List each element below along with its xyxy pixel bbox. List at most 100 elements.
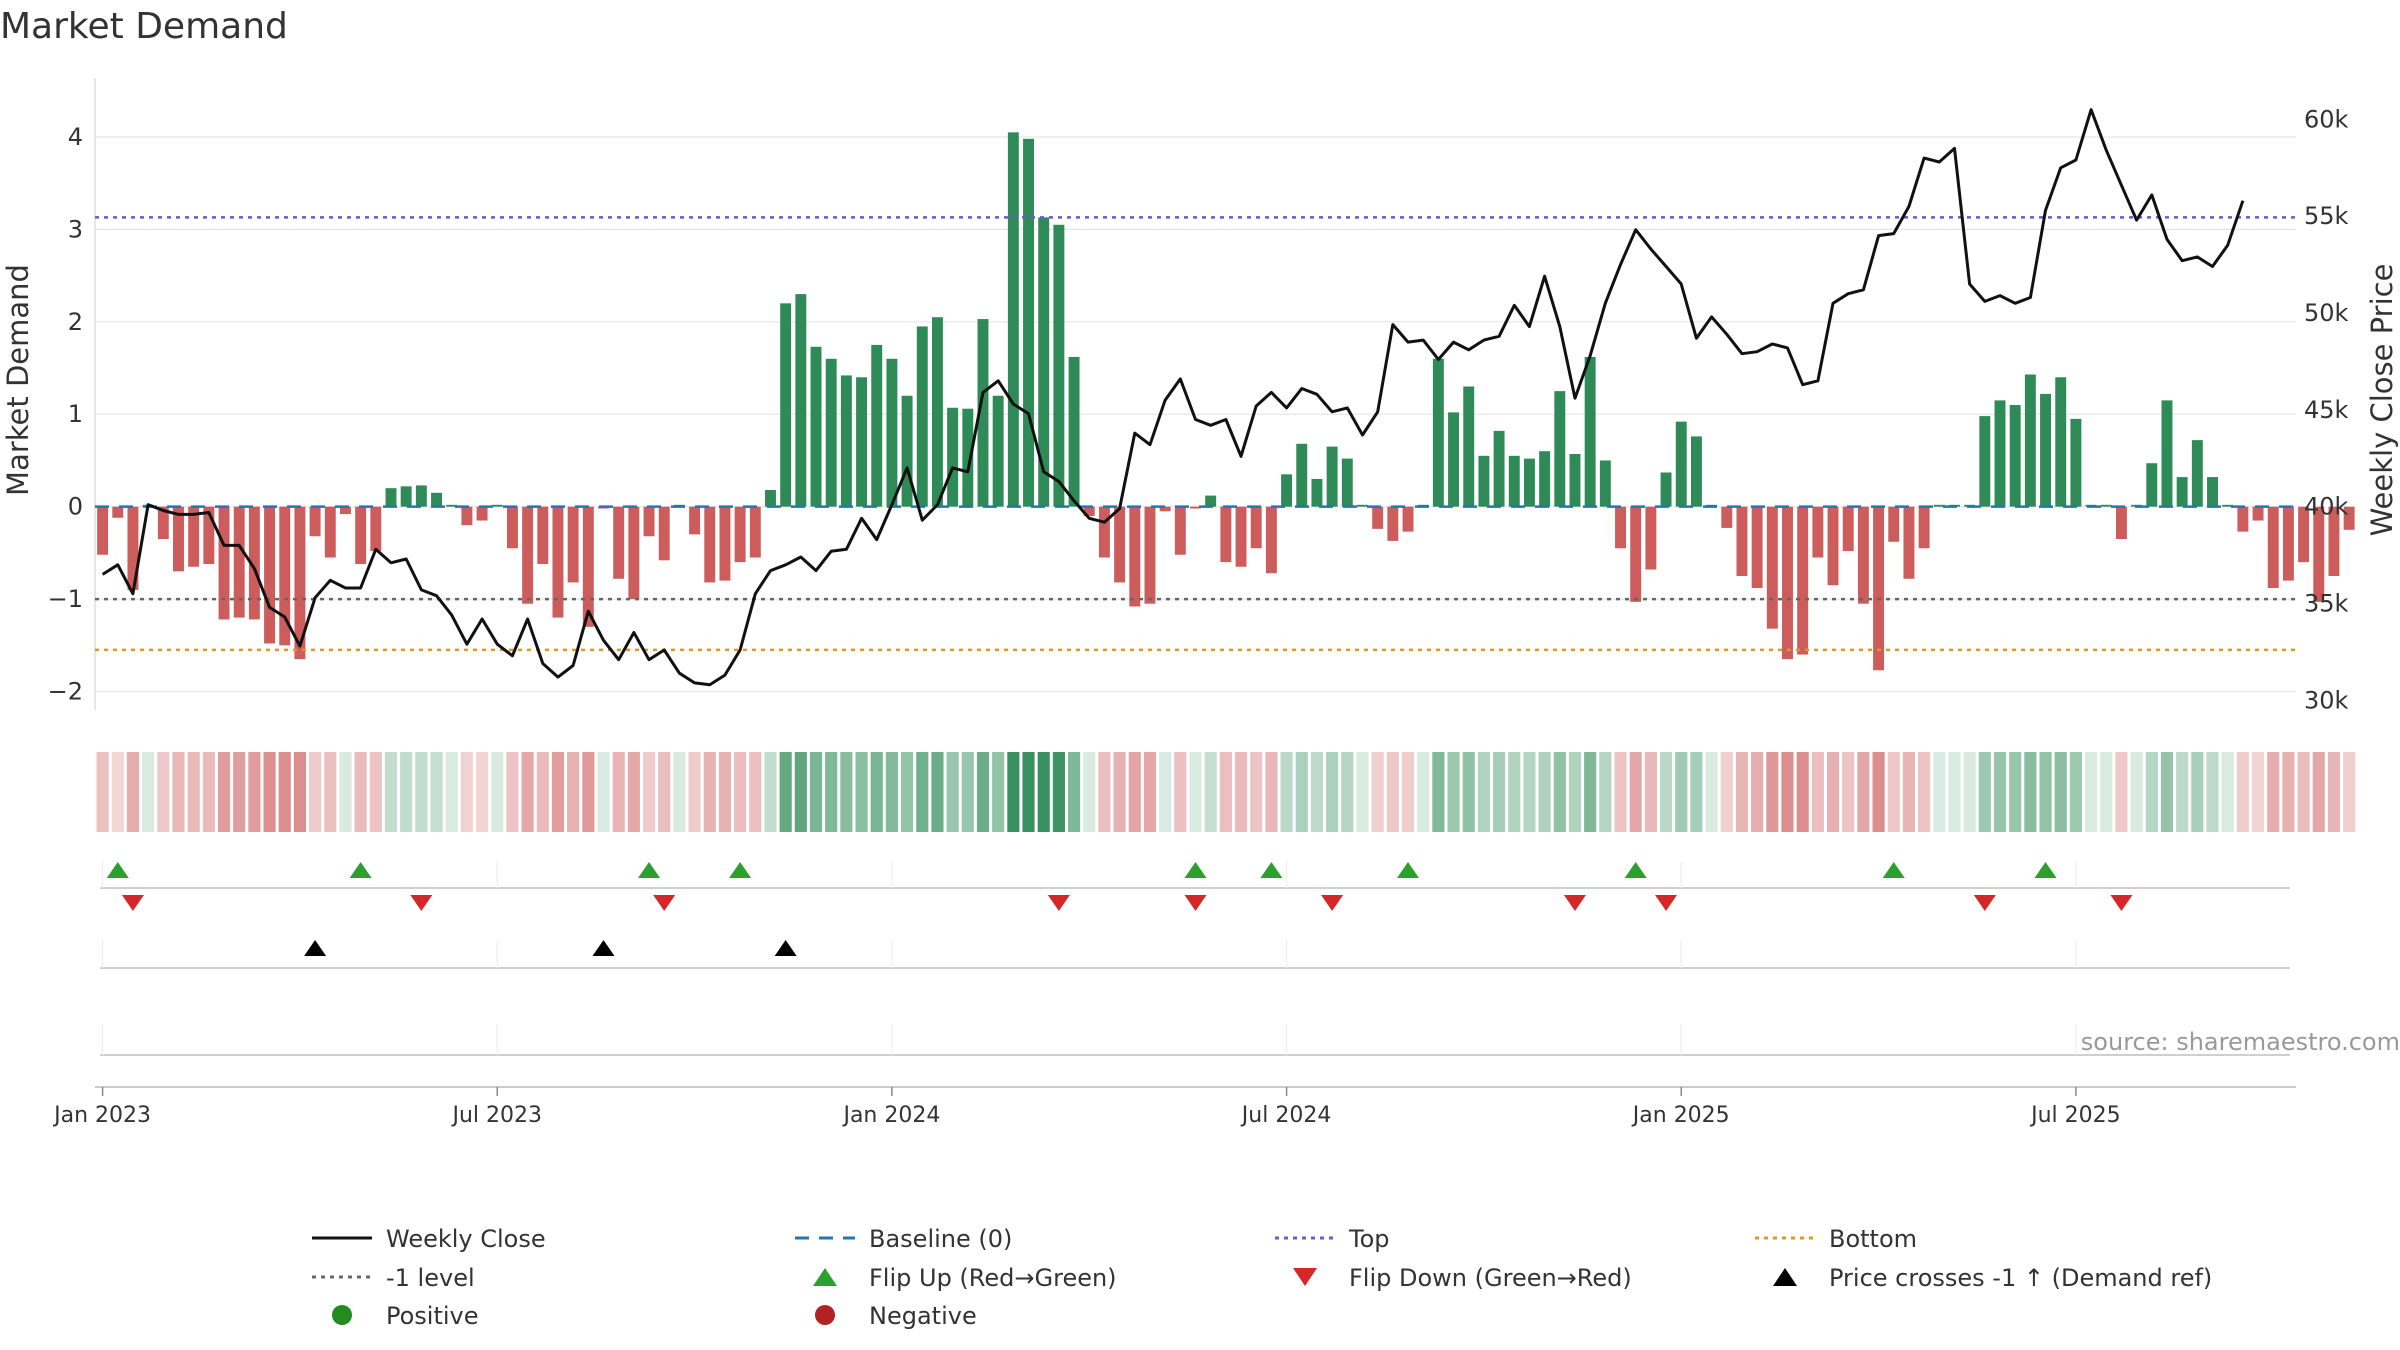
demand-bar bbox=[1341, 458, 1353, 507]
demand-bar bbox=[1129, 506, 1141, 607]
demand-bar bbox=[2328, 506, 2340, 576]
heat-cell bbox=[491, 752, 504, 832]
heat-cell bbox=[2024, 752, 2037, 832]
demand-bar bbox=[461, 506, 473, 526]
heat-cell bbox=[1902, 752, 1915, 832]
heat-cell bbox=[339, 752, 352, 832]
heat-cell bbox=[2085, 752, 2098, 832]
flip-up-marker bbox=[349, 862, 372, 878]
demand-bar bbox=[825, 358, 837, 507]
demand-bar bbox=[537, 506, 549, 564]
demand-bar bbox=[1448, 412, 1460, 507]
demand-bar bbox=[567, 506, 579, 583]
heat-cell bbox=[612, 752, 625, 832]
demand-bar bbox=[1736, 506, 1748, 576]
heat-cell bbox=[976, 752, 990, 832]
heat-cell bbox=[2191, 752, 2204, 832]
demand-bar bbox=[582, 506, 594, 627]
x-axis: Jan 2023 Jul 2023 Jan 2024 Jul 2024 Jan 2025… bbox=[52, 1086, 2296, 1128]
heat-cell bbox=[825, 752, 838, 832]
demand-bar bbox=[218, 506, 230, 620]
legend-swatch bbox=[813, 1268, 837, 1286]
demand-bar bbox=[1402, 506, 1414, 532]
heat-cell bbox=[2054, 752, 2067, 832]
heat-cell bbox=[885, 752, 898, 832]
legend-label: Negative bbox=[869, 1302, 977, 1330]
demand-bar bbox=[2191, 440, 2203, 507]
demand-bar bbox=[1523, 458, 1535, 507]
demand-bar bbox=[1463, 386, 1475, 507]
demand-bar bbox=[1690, 436, 1702, 507]
demand-bar bbox=[916, 326, 928, 507]
heat-cell bbox=[217, 752, 231, 832]
y2-tick-label: 35k bbox=[2304, 589, 2349, 617]
heat-cell bbox=[1143, 752, 1157, 832]
demand-bar bbox=[1599, 460, 1611, 507]
demand-bar bbox=[1888, 506, 1900, 542]
demand-bar bbox=[2237, 506, 2249, 532]
demand-bar bbox=[2055, 377, 2067, 507]
demand-bar bbox=[2343, 506, 2355, 530]
heat-cell bbox=[1037, 752, 1050, 832]
flip-down-marker bbox=[653, 895, 676, 911]
demand-bar bbox=[1660, 472, 1672, 507]
chart-title: Market Demand bbox=[0, 6, 288, 47]
heat-cell bbox=[1189, 752, 1202, 832]
demand-bar bbox=[795, 294, 807, 507]
heat-cell bbox=[278, 752, 291, 832]
demand-bar bbox=[992, 395, 1004, 507]
demand-bar bbox=[188, 506, 200, 567]
demand-bar bbox=[1630, 506, 1642, 602]
demand-bar bbox=[1053, 224, 1065, 507]
demand-bar bbox=[1797, 506, 1809, 655]
demand-bar bbox=[173, 506, 184, 572]
heat-cell bbox=[1067, 752, 1081, 832]
demand-bar bbox=[248, 506, 260, 620]
heat-cell bbox=[2069, 752, 2082, 832]
heat-cell bbox=[1432, 752, 1445, 832]
y2-tick-label: 40k bbox=[2304, 493, 2349, 521]
demand-bar bbox=[977, 319, 989, 507]
flip-down-marker bbox=[410, 895, 433, 911]
flip-up-marker bbox=[2034, 862, 2057, 878]
demand-bar bbox=[1265, 506, 1277, 574]
heat-cell bbox=[779, 752, 792, 832]
y-tick-label: 4 bbox=[68, 123, 83, 151]
heat-cell bbox=[2160, 752, 2174, 832]
demand-bar bbox=[1721, 506, 1733, 528]
heat-cell bbox=[870, 752, 883, 832]
heat-cell bbox=[263, 752, 276, 832]
demand-bar bbox=[294, 506, 306, 660]
demand-bar bbox=[203, 506, 215, 564]
price-cross-marker bbox=[304, 940, 327, 956]
heat-cell bbox=[1553, 752, 1566, 832]
demand-bar bbox=[1554, 391, 1566, 507]
heat-cell bbox=[1219, 752, 1232, 832]
heat-cell bbox=[354, 752, 367, 832]
demand-bar bbox=[1569, 453, 1581, 507]
demand-bar bbox=[2252, 506, 2264, 521]
demand-bar bbox=[127, 506, 139, 590]
demand-bar bbox=[628, 506, 640, 600]
heat-cell bbox=[521, 752, 534, 832]
demand-bar bbox=[1038, 217, 1050, 507]
heat-cell bbox=[658, 752, 671, 832]
heat-cell bbox=[1341, 752, 1354, 832]
demand-bar bbox=[1357, 504, 1368, 507]
heat-cell bbox=[642, 752, 656, 832]
heat-cell bbox=[126, 752, 140, 832]
demand-bar bbox=[704, 506, 716, 583]
heat-cell bbox=[1538, 752, 1551, 832]
demand-bar bbox=[1857, 506, 1869, 604]
heat-cell bbox=[506, 752, 519, 832]
heat-cell bbox=[2115, 752, 2128, 832]
flip-up-marker bbox=[106, 862, 129, 878]
flip-up-marker bbox=[1260, 862, 1283, 878]
demand-bar bbox=[1372, 506, 1384, 529]
heat-cell bbox=[2176, 752, 2189, 832]
heat-cell bbox=[1417, 752, 1430, 832]
demand-bar bbox=[643, 506, 655, 537]
demand-bar bbox=[1114, 506, 1126, 583]
demand-bar bbox=[1918, 506, 1930, 549]
heat-cell bbox=[1993, 752, 2007, 832]
